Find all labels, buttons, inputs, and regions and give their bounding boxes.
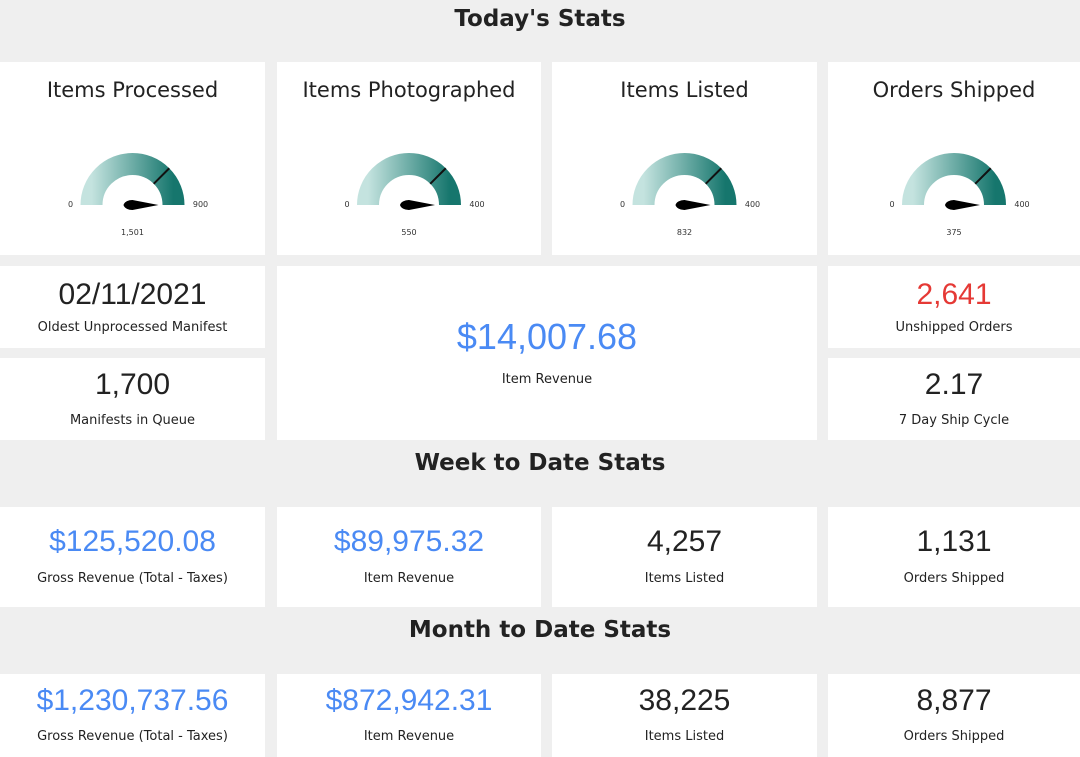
section-title: Month to Date Stats: [408, 617, 672, 643]
gauge-target: [429, 167, 447, 185]
stat-label: Item Revenue: [363, 729, 455, 744]
gauge-card: Items Listed 0 400 832: [552, 62, 817, 255]
gauge-max: 900: [193, 200, 208, 209]
stat-value: 8,877: [916, 684, 992, 717]
stat-label: Items Listed: [644, 571, 725, 586]
gauge-target: [705, 167, 722, 185]
gauge-min: 0: [620, 200, 625, 209]
stat-card: 8,877 Orders Shipped: [828, 674, 1080, 757]
stat-card: 2,641 Unshipped Orders: [828, 266, 1080, 348]
stat-value: 02/11/2021: [58, 278, 207, 311]
stat-value: 2.17: [924, 368, 984, 401]
stat-card: 38,225 Items Listed: [552, 674, 817, 757]
gauge-card: Items Photographed 0 400 550: [277, 62, 541, 255]
gauge-target: [153, 167, 170, 185]
stat-value: $125,520.08: [49, 525, 216, 558]
stat-card: $872,942.31 Item Revenue: [277, 674, 541, 757]
gauge-card: Orders Shipped 0 400 375: [828, 62, 1080, 255]
section-title: Week to Date Stats: [414, 450, 666, 476]
gauge-value: 375: [946, 228, 961, 237]
gauge: 0 400 832: [620, 153, 760, 237]
gauge-arc: [902, 153, 1006, 206]
gauge-value: 550: [401, 228, 416, 237]
stat-value: $872,942.31: [325, 684, 493, 717]
stat-label: Item Revenue: [501, 372, 593, 387]
stat-card: 1,131 Orders Shipped: [828, 507, 1080, 607]
gauge-arc: [80, 153, 185, 206]
gauge: 0 400 550: [344, 153, 485, 237]
stat-value: 38,225: [638, 684, 731, 717]
stat-value: $1,230,737.56: [36, 684, 229, 717]
stat-label: Oldest Unprocessed Manifest: [37, 320, 228, 335]
stat-label: Manifests in Queue: [69, 413, 196, 428]
stat-value: $89,975.32: [333, 525, 485, 558]
stat-label: 7 Day Ship Cycle: [898, 413, 1010, 428]
stat-label: Items Listed: [644, 729, 725, 744]
gauge-title: Items Listed: [620, 78, 749, 102]
stat-card: $125,520.08 Gross Revenue (Total - Taxes): [0, 507, 265, 607]
gauge-max: 400: [469, 200, 484, 209]
gauge-title: Items Photographed: [302, 78, 516, 102]
gauge-needle: [945, 199, 980, 211]
stat-card: 4,257 Items Listed: [552, 507, 817, 607]
stat-value: 1,131: [916, 525, 992, 558]
stat-card: $14,007.68 Item Revenue: [277, 266, 817, 440]
stat-value: 4,257: [646, 525, 723, 558]
gauge-needle: [675, 199, 711, 211]
stat-value: 1,700: [94, 368, 171, 401]
stat-label: Gross Revenue (Total - Taxes): [37, 729, 228, 744]
stat-card: 02/11/2021 Oldest Unprocessed Manifest: [0, 266, 265, 348]
gauge-max: 400: [745, 200, 760, 209]
gauge-needle: [400, 199, 435, 211]
gauge-max: 400: [1014, 200, 1029, 209]
gauge: 0 900 1,501: [68, 153, 208, 237]
stat-card: $89,975.32 Item Revenue: [277, 507, 541, 607]
gauge-min: 0: [889, 200, 894, 209]
stat-card: $1,230,737.56 Gross Revenue (Total - Taxe…: [0, 674, 265, 757]
section-title: Today's Stats: [454, 6, 626, 32]
gauge-value: 1,501: [121, 228, 144, 237]
stat-label: Orders Shipped: [903, 729, 1005, 744]
stat-value: 2,641: [916, 278, 992, 311]
gauge-target: [974, 167, 992, 185]
gauge-min: 0: [68, 200, 73, 209]
gauge-value: 832: [677, 228, 692, 237]
stat-label: Orders Shipped: [903, 571, 1005, 586]
stat-label: Unshipped Orders: [895, 320, 1013, 335]
gauge-title: Orders Shipped: [872, 78, 1036, 102]
gauge-arc: [632, 153, 737, 206]
stat-value: $14,007.68: [456, 316, 638, 357]
gauge-min: 0: [344, 200, 349, 209]
stat-card: 1,700 Manifests in Queue: [0, 358, 265, 440]
gauge-arc: [357, 153, 461, 206]
stat-label: Item Revenue: [363, 571, 455, 586]
gauge-title: Items Processed: [46, 78, 219, 102]
stat-card: 2.17 7 Day Ship Cycle: [828, 358, 1080, 440]
gauge-needle: [123, 199, 159, 211]
gauge: 0 400 375: [889, 153, 1030, 237]
gauge-card: Items Processed 0 900 1,501: [0, 62, 265, 255]
stat-label: Gross Revenue (Total - Taxes): [37, 571, 228, 586]
